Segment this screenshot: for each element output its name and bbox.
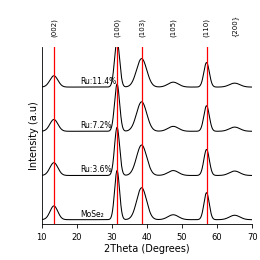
Text: (100): (100) <box>114 18 120 37</box>
Y-axis label: Intensity (a.u): Intensity (a.u) <box>29 101 39 170</box>
X-axis label: 2Theta (Degrees): 2Theta (Degrees) <box>104 244 190 254</box>
Text: Ru:3.6%: Ru:3.6% <box>80 165 112 174</box>
Text: (110): (110) <box>203 18 210 37</box>
Text: (105): (105) <box>170 18 177 37</box>
Text: {200}: {200} <box>231 15 238 37</box>
Text: (103): (103) <box>138 18 145 37</box>
Text: Ru:7.2%: Ru:7.2% <box>80 121 112 130</box>
Text: MoSe₂: MoSe₂ <box>80 210 104 219</box>
Text: Ru:11.4%: Ru:11.4% <box>80 77 116 86</box>
Text: (002): (002) <box>51 18 57 37</box>
